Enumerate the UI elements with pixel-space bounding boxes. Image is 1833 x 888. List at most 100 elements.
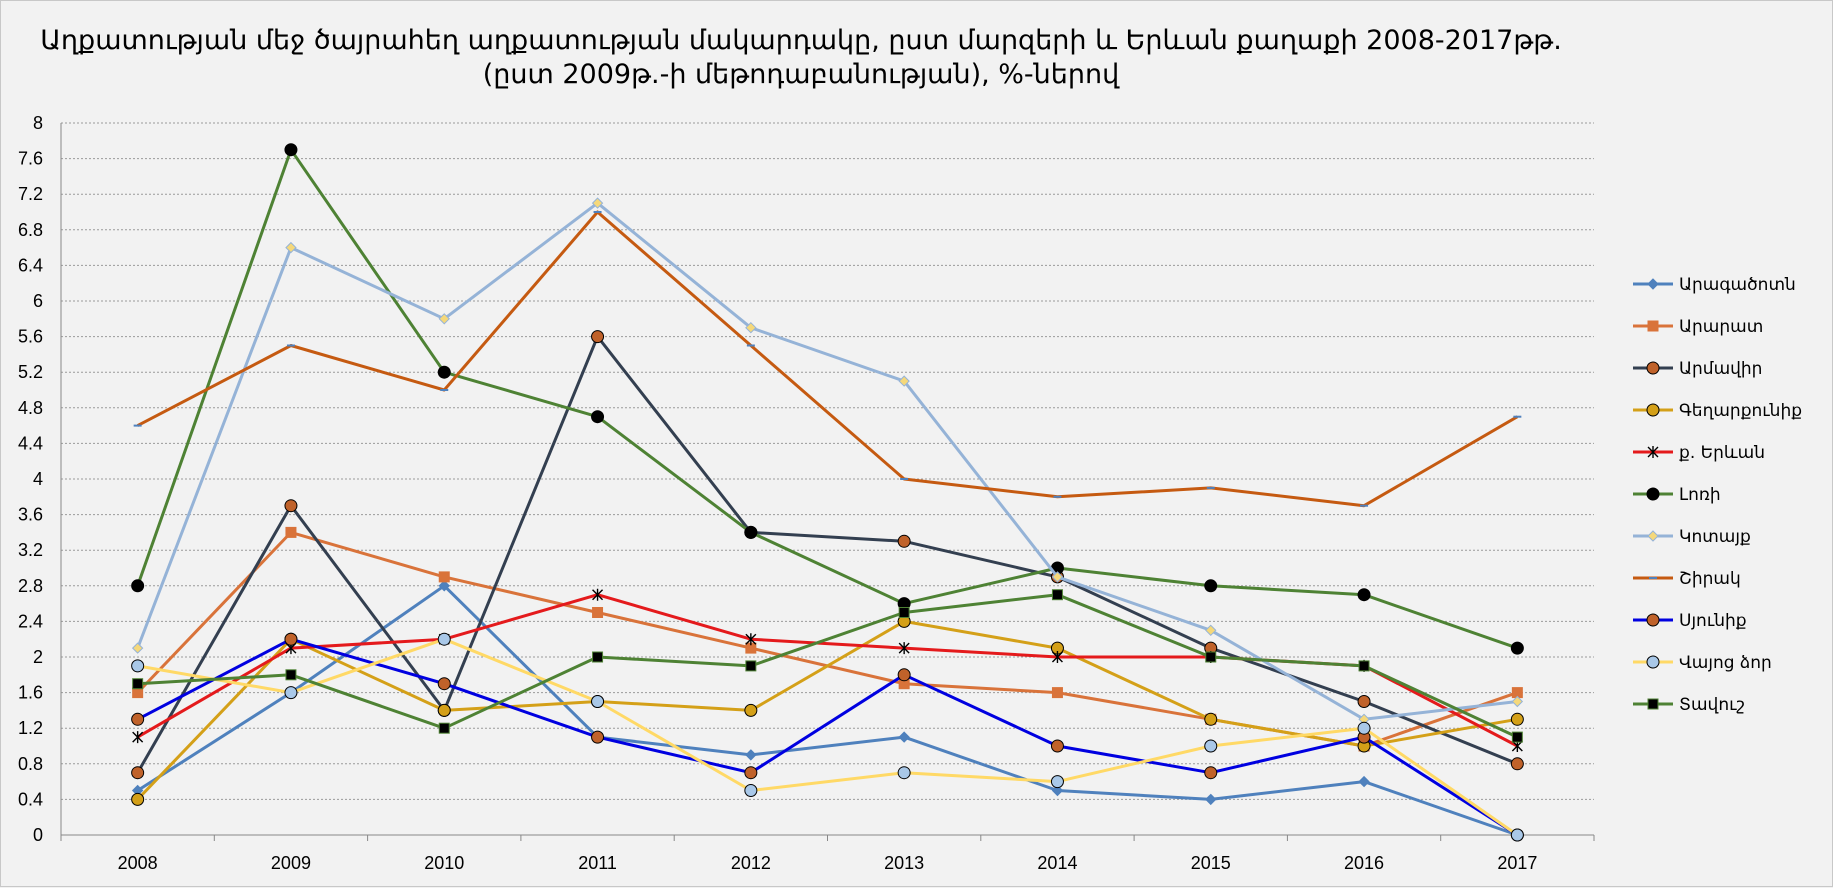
series-line-6 bbox=[136, 148, 1518, 650]
data-point bbox=[1510, 712, 1524, 726]
data-point bbox=[592, 588, 604, 601]
legend-marker bbox=[1646, 613, 1660, 627]
data-point bbox=[132, 678, 144, 690]
data-point bbox=[898, 607, 910, 618]
x-tick-label: 2008 bbox=[118, 853, 158, 873]
data-point bbox=[591, 330, 605, 344]
data-point bbox=[591, 695, 605, 708]
x-tick-label: 2016 bbox=[1344, 853, 1384, 873]
x-tick-label: 2011 bbox=[578, 853, 617, 873]
data-point bbox=[1051, 651, 1063, 663]
legend-label: Արարատ bbox=[1679, 317, 1763, 337]
data-point bbox=[1050, 739, 1064, 753]
y-tick-label: 0.4 bbox=[18, 789, 43, 809]
y-tick-label: 1.6 bbox=[18, 683, 43, 703]
legend-label: Գեղարքունիք bbox=[1679, 401, 1802, 421]
y-tick-label: 7.6 bbox=[18, 149, 43, 169]
data-point bbox=[1204, 712, 1218, 726]
data-point bbox=[745, 749, 757, 761]
y-tick-label: 5.2 bbox=[18, 362, 43, 382]
data-point bbox=[897, 668, 911, 682]
y-tick-label: 3.6 bbox=[18, 505, 43, 525]
data-point bbox=[1510, 757, 1524, 771]
data-point bbox=[744, 766, 758, 780]
data-point bbox=[1050, 775, 1064, 789]
data-point bbox=[592, 607, 604, 618]
x-tick-label: 2010 bbox=[424, 853, 464, 873]
data-point bbox=[438, 580, 450, 592]
data-point bbox=[745, 633, 757, 646]
x-tick-label: 2017 bbox=[1497, 853, 1537, 873]
chart-subtitle: (ըստ 2009թ.-ի մեթոդաբանության), %-ներով bbox=[482, 59, 1120, 90]
data-point bbox=[745, 660, 757, 672]
data-point bbox=[744, 784, 758, 797]
data-point bbox=[285, 526, 297, 538]
data-point bbox=[591, 730, 605, 744]
legend-marker bbox=[1647, 278, 1659, 290]
series-line-9 bbox=[136, 637, 1519, 837]
legend-label: Արմավիր bbox=[1679, 359, 1762, 379]
data-point bbox=[1510, 641, 1524, 655]
data-point bbox=[131, 579, 145, 593]
data-point bbox=[898, 731, 910, 743]
data-point bbox=[1204, 766, 1218, 780]
y-tick-label: 4 bbox=[33, 469, 43, 489]
data-point bbox=[131, 659, 145, 673]
y-tick-label: 6.8 bbox=[18, 220, 43, 240]
data-point bbox=[1204, 579, 1218, 593]
data-point bbox=[284, 632, 298, 646]
legend-marker bbox=[1646, 487, 1660, 501]
legend-marker bbox=[1647, 320, 1659, 332]
data-point bbox=[1051, 589, 1063, 601]
data-point bbox=[744, 525, 758, 539]
data-point bbox=[897, 766, 911, 780]
data-point bbox=[1051, 687, 1063, 699]
data-point bbox=[591, 410, 605, 424]
y-tick-label: 1.2 bbox=[18, 718, 43, 738]
data-point bbox=[1051, 571, 1064, 583]
y-tick-label: 4.8 bbox=[18, 398, 43, 418]
y-tick-label: 5.6 bbox=[18, 327, 43, 347]
data-point bbox=[1358, 775, 1370, 788]
data-point bbox=[1357, 695, 1371, 708]
data-point bbox=[1511, 731, 1523, 743]
data-point bbox=[1051, 784, 1064, 797]
data-point bbox=[1205, 651, 1217, 663]
series-line-7 bbox=[136, 201, 1518, 721]
data-point bbox=[898, 642, 910, 655]
legend-marker bbox=[1646, 655, 1660, 669]
data-point bbox=[131, 642, 144, 654]
data-point bbox=[592, 651, 604, 663]
data-point bbox=[1357, 721, 1371, 735]
x-tick-label: 2012 bbox=[731, 853, 771, 873]
data-point bbox=[131, 792, 145, 806]
series-line-8 bbox=[136, 210, 1519, 508]
y-tick-label: 7.2 bbox=[18, 184, 43, 204]
data-point bbox=[438, 571, 450, 583]
y-tick-label: 2.4 bbox=[18, 611, 43, 631]
data-point bbox=[284, 143, 298, 157]
data-point bbox=[131, 712, 145, 726]
x-tick-label: 2015 bbox=[1191, 853, 1231, 873]
legend-label: Լոռի bbox=[1679, 485, 1721, 505]
legend-label: Կոտայք bbox=[1679, 527, 1751, 547]
y-tick-label: 8 bbox=[33, 113, 43, 133]
legend-marker bbox=[1646, 361, 1660, 375]
legend-label: Տավուշ bbox=[1679, 695, 1745, 715]
x-tick-label: 2014 bbox=[1037, 853, 1077, 873]
data-point bbox=[438, 722, 450, 734]
data-point bbox=[131, 766, 145, 780]
data-point bbox=[438, 313, 450, 325]
y-tick-label: 3.2 bbox=[18, 540, 43, 560]
data-point bbox=[1205, 793, 1217, 806]
chart-title: Աղքատության մեջ ծայրահեղ աղքատության մակ… bbox=[40, 25, 1562, 56]
y-tick-label: 0.8 bbox=[18, 754, 43, 774]
data-point bbox=[744, 703, 758, 717]
data-point bbox=[1510, 828, 1524, 842]
data-point bbox=[898, 375, 910, 387]
legend-label: Սյունիք bbox=[1679, 611, 1747, 631]
series-line-3 bbox=[136, 335, 1518, 774]
data-point bbox=[132, 731, 144, 744]
legend-marker bbox=[1646, 403, 1660, 417]
